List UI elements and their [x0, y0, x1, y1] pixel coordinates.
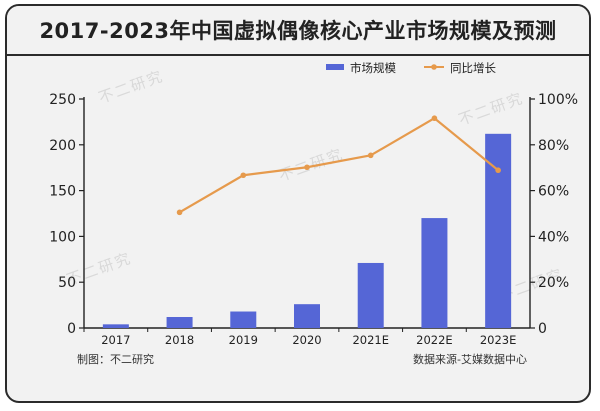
bar-market-size: [357, 262, 384, 328]
bar-market-size: [102, 324, 129, 328]
right-tick-label: 100%: [538, 92, 578, 108]
left-tick-label: 250: [49, 92, 76, 108]
chart-title: 2017-2023年中国虚拟偶像核心产业市场规模及预测: [39, 19, 557, 43]
right-tick-label: 0: [538, 321, 547, 337]
x-tick-label: 2017: [101, 333, 130, 347]
growth-rate-point: [495, 167, 501, 174]
right-tick-label: 80%: [538, 138, 569, 154]
growth-rate-point: [431, 115, 438, 122]
chart-svg: 0 50 100 150 200 250 0 20% 40% 60% 80% 100% 2017 2018…: [49, 61, 578, 347]
chart-frame: 2017-2023年中国虚拟偶像核心产业市场规模及预测 不二研究 不二研究 不二…: [5, 4, 591, 403]
growth-rate-point: [176, 209, 183, 216]
growth-rate-line: [179, 117, 499, 214]
right-tick-label: 20%: [538, 275, 569, 291]
x-tick-label: 2018: [165, 333, 194, 347]
x-tick-label: 2022E: [416, 333, 453, 347]
bar-market-size: [421, 218, 448, 328]
legend-label-bar: 市场规模: [350, 61, 396, 75]
bar-market-size: [294, 304, 320, 328]
growth-rate-point: [240, 172, 247, 179]
left-tick-label: 50: [58, 275, 76, 291]
bar-market-size: [166, 317, 193, 328]
bar-market-size: [230, 311, 257, 328]
credit-text: 制图：不二研究: [77, 353, 154, 366]
x-tick-label: 2020: [292, 333, 321, 347]
growth-rate-point: [367, 152, 374, 159]
legend-swatch-point: [431, 64, 437, 70]
title-bar: 2017-2023年中国虚拟偶像核心产业市场规模及预测: [7, 6, 589, 56]
right-tick-label: 60%: [538, 184, 569, 200]
legend-swatch-bar: [326, 64, 344, 70]
bar-market-size: [485, 133, 512, 328]
left-tick-label: 200: [49, 138, 76, 154]
legend-label-line: 同比增长: [450, 61, 496, 75]
left-tick-label: 100: [49, 229, 76, 245]
source-text: 数据来源-艾媒数据中心: [413, 353, 527, 366]
growth-rate-point: [304, 164, 310, 171]
right-tick-label: 40%: [538, 229, 569, 245]
left-tick-label: 150: [49, 184, 76, 200]
x-tick-label: 2019: [229, 333, 258, 347]
x-tick-label: 2023E: [480, 333, 517, 347]
left-tick-label: 0: [67, 321, 76, 337]
x-tick-label: 2021E: [352, 333, 389, 347]
